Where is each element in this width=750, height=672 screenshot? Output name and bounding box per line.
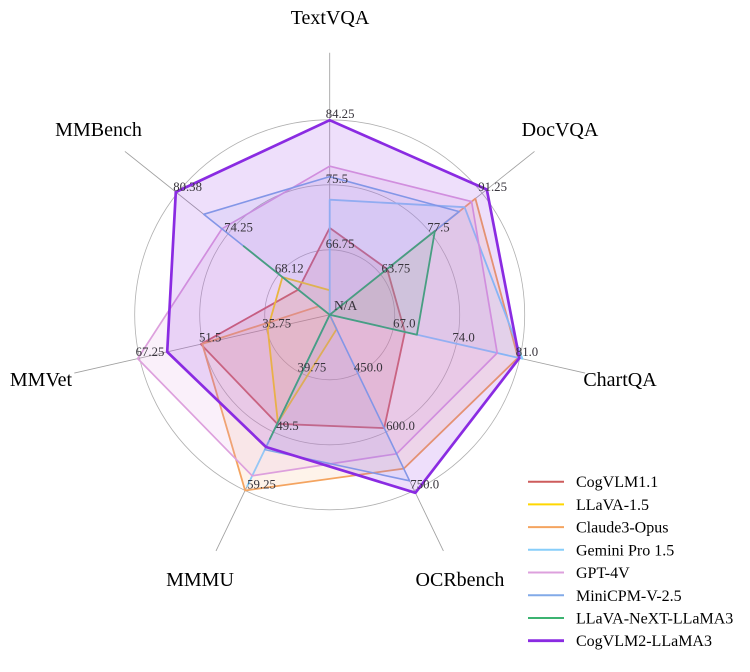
svg-text:39.75: 39.75 xyxy=(298,360,327,374)
svg-text:67.0: 67.0 xyxy=(393,316,415,330)
svg-text:51.5: 51.5 xyxy=(199,331,221,345)
svg-text:75.5: 75.5 xyxy=(326,172,348,186)
svg-text:59.25: 59.25 xyxy=(247,478,276,492)
svg-text:OCRbench: OCRbench xyxy=(416,569,505,591)
svg-text:750.0: 750.0 xyxy=(410,478,439,492)
svg-text:N/A: N/A xyxy=(334,298,358,313)
svg-text:74.25: 74.25 xyxy=(224,221,253,235)
svg-text:Gemini Pro 1.5: Gemini Pro 1.5 xyxy=(576,542,674,559)
svg-text:450.0: 450.0 xyxy=(354,360,383,374)
svg-text:67.25: 67.25 xyxy=(136,345,165,359)
svg-text:91.25: 91.25 xyxy=(478,180,507,194)
svg-text:84.25: 84.25 xyxy=(326,107,355,121)
svg-text:600.0: 600.0 xyxy=(386,419,415,433)
svg-text:CogVLM2-LLaMA3: CogVLM2-LLaMA3 xyxy=(576,633,712,650)
svg-text:35.75: 35.75 xyxy=(262,316,291,330)
svg-text:Claude3-Opus: Claude3-Opus xyxy=(576,520,668,537)
svg-text:TextVQA: TextVQA xyxy=(291,7,370,29)
svg-text:MMBench: MMBench xyxy=(55,119,142,141)
svg-text:81.0: 81.0 xyxy=(516,345,538,359)
svg-text:CogVLM1.1: CogVLM1.1 xyxy=(576,474,658,491)
svg-text:74.0: 74.0 xyxy=(452,331,474,345)
svg-text:LLaVA-1.5: LLaVA-1.5 xyxy=(576,497,649,514)
svg-text:63.75: 63.75 xyxy=(382,261,411,275)
svg-text:ChartQA: ChartQA xyxy=(583,369,657,391)
svg-text:MiniCPM-V-2.5: MiniCPM-V-2.5 xyxy=(576,588,682,605)
svg-text:66.75: 66.75 xyxy=(326,237,355,251)
svg-text:DocVQA: DocVQA xyxy=(522,119,599,141)
svg-text:LLaVA-NeXT-LLaMA3: LLaVA-NeXT-LLaMA3 xyxy=(576,611,733,628)
svg-text:MMVet: MMVet xyxy=(10,369,73,391)
svg-text:80.38: 80.38 xyxy=(173,180,202,194)
svg-text:68.12: 68.12 xyxy=(275,261,304,275)
svg-text:GPT-4V: GPT-4V xyxy=(576,565,630,582)
svg-text:MMMU: MMMU xyxy=(166,569,234,591)
svg-text:77.5: 77.5 xyxy=(427,221,449,235)
svg-text:49.5: 49.5 xyxy=(276,419,298,433)
